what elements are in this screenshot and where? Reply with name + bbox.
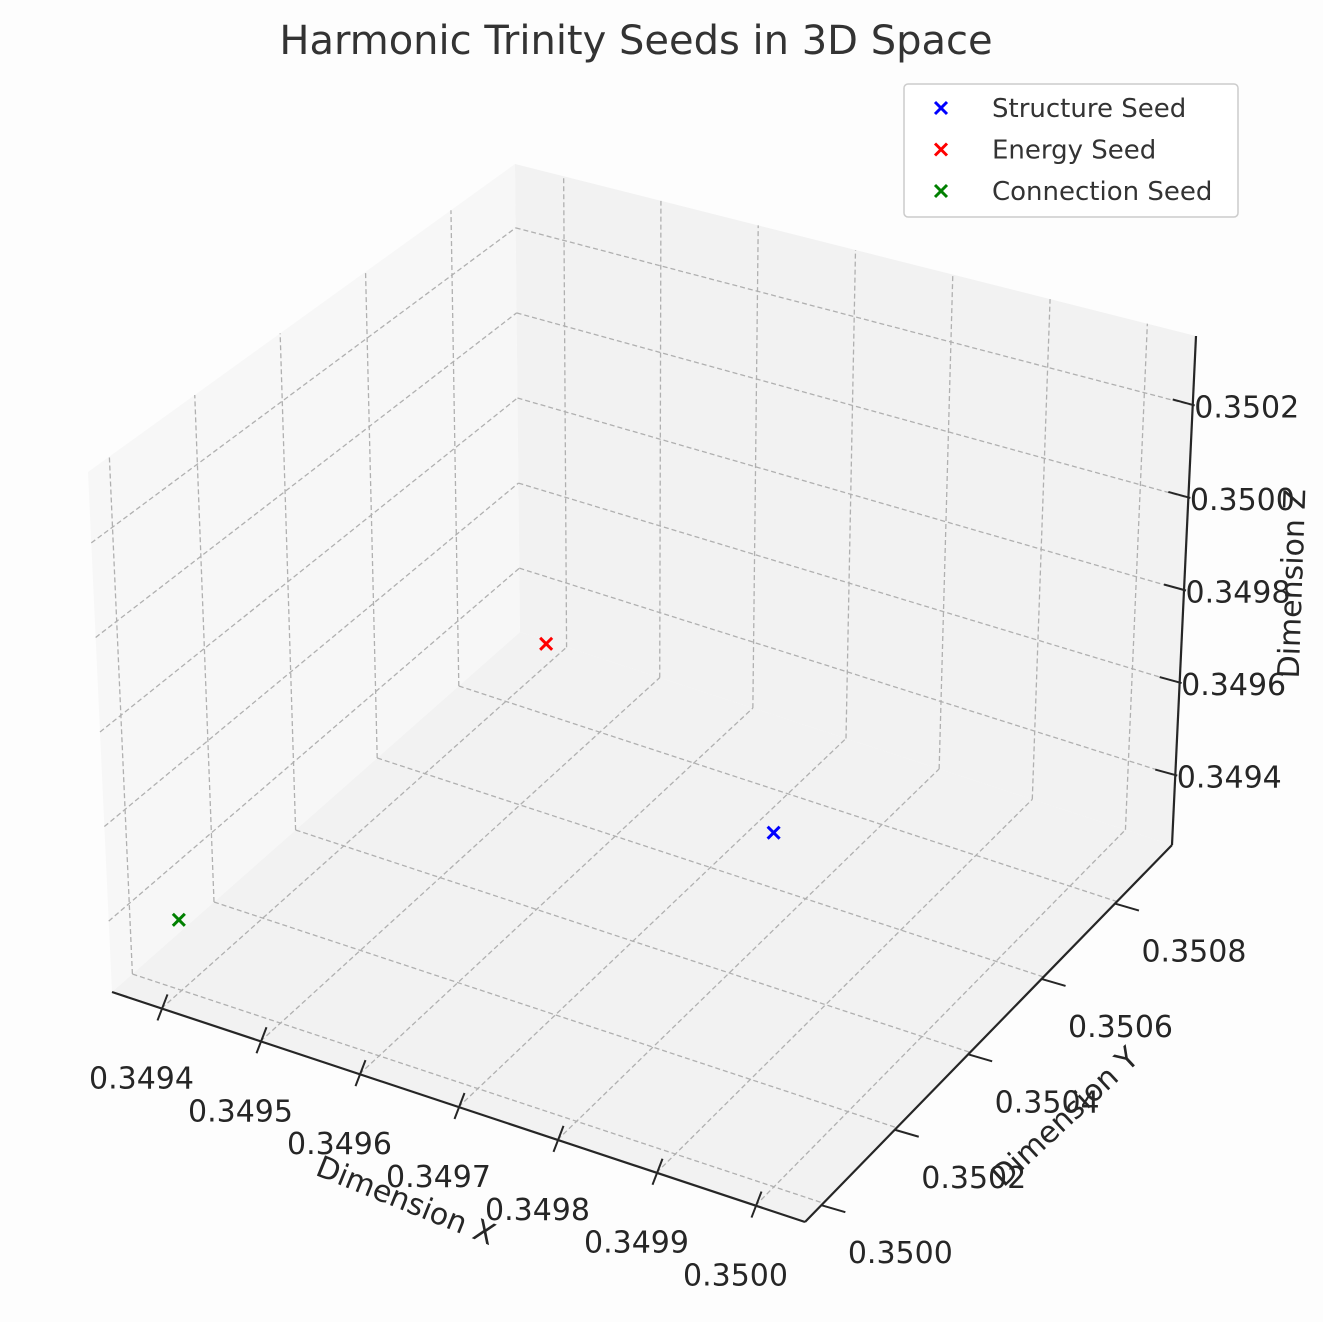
x-tick-mark (552, 1125, 565, 1153)
z-grid-back (515, 227, 1193, 407)
y-tick-label: 0.3506 (1068, 1010, 1173, 1045)
connection-seed-point (171, 912, 186, 927)
z-tick-mark (1163, 583, 1187, 592)
x-grid-floor (359, 707, 754, 1075)
y-tick-label: 0.3504 (995, 1085, 1100, 1120)
energy-seed-point-stroke-b (539, 636, 554, 651)
y-tick-mark (821, 1204, 846, 1214)
structure-seed-point-stroke-b (766, 825, 781, 840)
y-axis-line (804, 844, 1173, 1223)
z-tick-mark (1159, 676, 1182, 685)
z-grid-back (519, 567, 1176, 777)
y-grid-wall (194, 394, 215, 903)
z-tick-label: 0.3500 (1190, 483, 1295, 518)
legend-marker-energy-seed-stroke-b (933, 142, 949, 157)
y-tick-label: 0.3508 (1141, 935, 1246, 970)
axis-panes (88, 164, 1196, 1222)
x-grid-back (1124, 323, 1149, 830)
x-tick-label: 0.3498 (485, 1193, 590, 1228)
left-wall-pane (88, 164, 520, 992)
x-grid-floor (161, 646, 568, 1009)
y-grid-wall (450, 210, 460, 687)
z-tick-label: 0.3498 (1186, 576, 1291, 611)
y-tick-mark (894, 1128, 920, 1138)
legend-label-energy-seed: Energy Seed (992, 136, 1156, 166)
grid-lines (90, 176, 1193, 1207)
x-tick-label: 0.3499 (584, 1226, 689, 1261)
x-tick-mark (453, 1092, 466, 1120)
x-tick-label: 0.3500 (683, 1259, 788, 1294)
x-grid-floor (656, 798, 1033, 1174)
x-grid-floor (260, 677, 661, 1042)
connection-seed-point-stroke-b (171, 912, 186, 927)
legend-marker-structure-seed-stroke-b (933, 100, 949, 116)
back-wall-pane (515, 164, 1196, 845)
z-tick-label: 0.3494 (1177, 761, 1282, 796)
x-grid-floor (557, 768, 940, 1141)
z-axis-label: Dimension Z (1272, 488, 1314, 679)
z-grid-back (516, 312, 1189, 499)
x-grid-back (938, 274, 954, 769)
legend-label-connection-seed: Connection Seed (992, 177, 1212, 207)
x-tick-label: 0.3495 (188, 1094, 293, 1129)
z-grid-wall (90, 227, 517, 544)
legend-box (903, 83, 1239, 218)
z-tick-mark (1155, 768, 1178, 777)
z-grid-wall (99, 397, 518, 733)
z-grid-wall (108, 567, 520, 922)
x-tick-mark (156, 994, 169, 1021)
z-grid-wall (103, 482, 519, 828)
data-points (171, 636, 781, 927)
legend-label-structure-seed: Structure Seed (992, 94, 1186, 124)
y-grid-floor (295, 829, 971, 1053)
x-tick-mark (354, 1059, 367, 1087)
chart-title: Harmonic Trinity Seeds in 3D Space (279, 18, 992, 64)
z-grid-back (517, 397, 1185, 592)
legend: Structure Seed Energy Seed Connection Seed (903, 83, 1239, 218)
y-tick-mark (1041, 977, 1066, 987)
y-grid-floor (376, 757, 1044, 978)
z-tick-mark (1168, 490, 1191, 499)
x-tick-label: 0.3496 (287, 1127, 392, 1162)
legend-marker-structure-seed (933, 100, 949, 116)
energy-seed-point (539, 636, 554, 651)
z-tick-mark (1172, 398, 1195, 407)
x-grid-back (752, 225, 759, 709)
legend-marker-connection-seed (933, 183, 949, 199)
x-grid-floor (458, 738, 847, 1108)
x-tick-mark (651, 1158, 664, 1186)
y-tick-mark (1114, 902, 1140, 912)
y-tick-mark (967, 1053, 993, 1063)
x-tick-mark (750, 1191, 763, 1218)
y-tick-label: 0.3502 (921, 1161, 1026, 1196)
y-tick-label: 0.3500 (848, 1236, 953, 1271)
x-tick-label: 0.3497 (386, 1160, 491, 1195)
legend-marker-connection-seed-stroke-b (933, 183, 949, 199)
z-grid-back (518, 482, 1180, 684)
y-grid-floor (132, 973, 824, 1204)
legend-marker-energy-seed (933, 142, 949, 157)
x-tick-label: 0.3494 (89, 1061, 194, 1096)
x-tick-mark (255, 1026, 268, 1054)
tick-labels: 0.34940.34950.34960.34970.34980.34990.35… (89, 390, 1299, 1293)
floor-pane (112, 632, 1172, 1222)
z-grid-wall (95, 312, 517, 638)
y-grid-floor (458, 685, 1118, 903)
z-tick-label: 0.3502 (1194, 390, 1299, 425)
structure-seed-point (766, 825, 781, 840)
z-tick-label: 0.3496 (1181, 668, 1286, 703)
